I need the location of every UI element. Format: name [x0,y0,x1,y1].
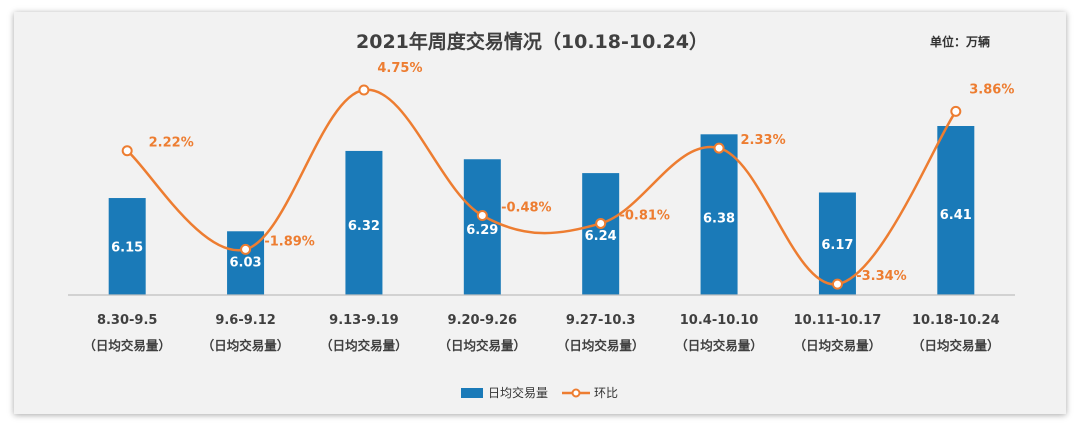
line-label-1: 2.22% [149,136,194,151]
x-tick-label-3: 9.13-9.19 [329,313,399,328]
bar-label-6: 6.38 [703,212,735,227]
bar-label-7: 6.17 [821,238,853,253]
bar-5 [582,173,620,295]
line-point-3 [358,84,370,96]
line-label-5: -0.81% [619,208,670,223]
line-point-6 [713,142,725,154]
x-tick-label-5: 9.27-10.3 [566,313,636,328]
line-label-3: 4.75% [377,61,422,76]
x-tick-sublabel-8: （日均交易量） [912,338,1000,353]
legend-line-label: 环比 [594,386,618,400]
x-tick-label-8: 10.18-10.24 [912,313,1000,328]
x-tick-sublabel-1: （日均交易量） [83,338,171,353]
bar-label-5: 6.24 [585,229,617,244]
line-label-2: -1.89% [264,234,315,249]
x-tick-sublabel-7: （日均交易量） [794,338,882,353]
line-point-4 [476,210,488,222]
x-tick-sublabel-6: （日均交易量） [675,338,763,353]
chart-title: 2021年周度交易情况（10.18-10.24） [356,30,708,53]
bar-3 [345,150,383,295]
line-point-8 [950,105,962,117]
x-tick-label-1: 8.30-9.5 [97,313,158,328]
x-tick-sublabel-3: （日均交易量） [320,338,408,353]
bar-1 [108,198,146,295]
line-point-5 [595,217,607,229]
x-tick-label-4: 9.20-9.26 [448,313,518,328]
bar-label-8: 6.41 [940,208,972,223]
line-label-7: -3.34% [856,269,907,284]
unit-label: 单位：万辆 [930,34,990,49]
x-tick-sublabel-2: （日均交易量） [202,338,290,353]
bar-label-2: 6.03 [230,255,262,270]
chart-frame [14,12,1066,414]
x-tick-label-7: 10.11-10.17 [794,313,882,328]
line-point-7 [831,278,843,290]
bar-label-1: 6.15 [111,240,143,255]
bar-4 [463,159,501,295]
line-label-8: 3.86% [969,82,1014,97]
line-label-4: -0.48% [501,201,552,216]
line-label-6: 2.33% [741,133,786,148]
x-tick-sublabel-5: （日均交易量） [557,338,645,353]
bar-label-3: 6.32 [348,219,380,234]
bar-label-4: 6.29 [466,223,498,238]
bar-8 [937,126,975,295]
line-point-2 [240,243,252,255]
line-point-1 [121,145,133,157]
legend-bar-label: 日均交易量 [488,385,548,400]
x-tick-label-6: 10.4-10.10 [680,313,759,328]
x-tick-label-2: 9.6-9.12 [215,313,276,328]
legend-line-marker [571,388,581,398]
bar-6 [700,134,738,295]
x-tick-sublabel-4: （日均交易量） [439,338,527,353]
legend-bar-swatch [461,388,483,398]
